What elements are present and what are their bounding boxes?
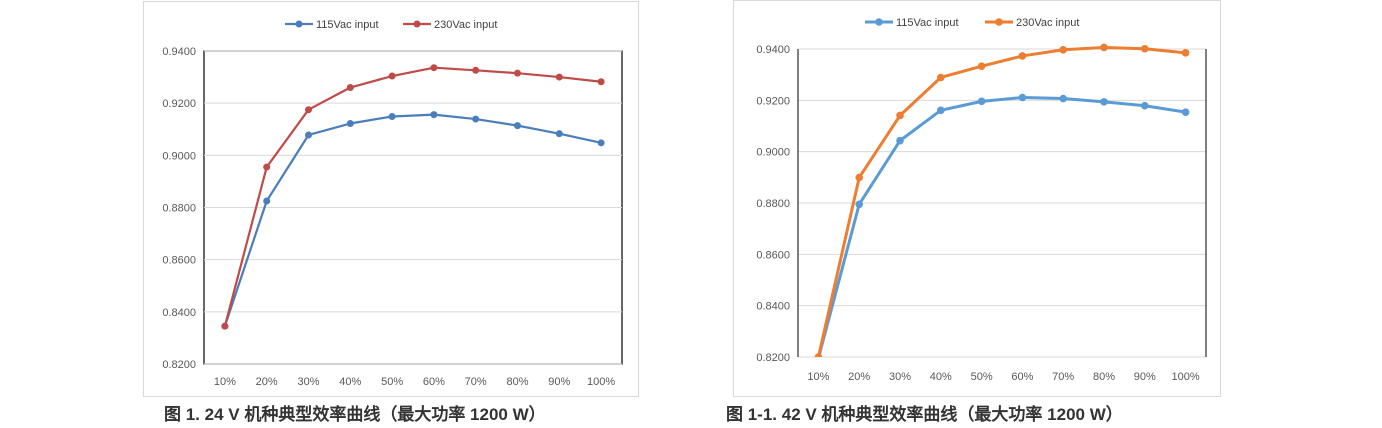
x-tick-label: 100% xyxy=(1172,371,1200,383)
series-line xyxy=(223,66,602,327)
series-1 xyxy=(814,43,1190,357)
data-point xyxy=(263,197,271,205)
data-point xyxy=(1181,108,1190,116)
series-0 xyxy=(814,93,1190,357)
x-tick-label: 90% xyxy=(1134,371,1156,383)
data-point xyxy=(472,66,480,74)
y-tick-label: 0.9000 xyxy=(162,150,196,162)
data-point xyxy=(814,353,823,357)
legend-label: 230Vac input xyxy=(434,19,497,31)
x-tick-label: 80% xyxy=(1093,371,1115,383)
data-point xyxy=(597,139,605,147)
x-tick-label: 60% xyxy=(423,376,445,388)
caption-42v: 图 1-1. 42 V 机种典型效率曲线（最大功率 1200 W） xyxy=(726,405,1123,424)
y-tick-label: 0.8800 xyxy=(756,198,790,210)
x-tick-label: 20% xyxy=(848,371,870,383)
series-line xyxy=(223,113,602,327)
chart-42v-frame: 0.8200 0.8400 0.8600 0.8800 0.9000 0.9200 0.94… xyxy=(733,0,1221,397)
data-point xyxy=(555,73,563,81)
y-tick-label: 0.9000 xyxy=(756,147,790,159)
y-tick-label: 0.8400 xyxy=(162,307,196,319)
series-line xyxy=(816,45,1186,357)
x-tick-label: 50% xyxy=(971,371,993,383)
data-point xyxy=(855,200,863,209)
series-line xyxy=(817,96,1186,357)
data-point xyxy=(430,111,438,119)
data-point xyxy=(388,72,396,80)
data-point xyxy=(514,69,521,77)
data-point xyxy=(977,97,986,106)
x-tick-label: 10% xyxy=(807,371,829,383)
data-point xyxy=(263,163,271,171)
y-tick-label: 0.9200 xyxy=(756,95,790,107)
data-point xyxy=(1059,45,1067,54)
data-point xyxy=(597,78,605,86)
y-tick-label: 0.8600 xyxy=(756,249,790,261)
x-tick-label: 70% xyxy=(1052,371,1074,383)
data-point xyxy=(937,106,945,115)
x-tick-label: 40% xyxy=(339,376,361,388)
data-point xyxy=(1059,94,1067,103)
y-tick-label: 0.8400 xyxy=(756,301,790,313)
data-point xyxy=(1141,44,1149,53)
data-point xyxy=(1100,98,1108,106)
legend-label: 115Vac input xyxy=(316,19,379,31)
legend-marker xyxy=(413,20,421,28)
x-tick-label: 80% xyxy=(506,376,528,388)
x-tick-label: 30% xyxy=(297,376,319,388)
data-point xyxy=(221,322,229,330)
y-tick-label: 0.8200 xyxy=(756,352,790,364)
data-point xyxy=(855,173,863,182)
data-point xyxy=(977,62,986,70)
data-point xyxy=(555,130,563,138)
x-tick-label: 100% xyxy=(587,376,615,388)
x-tick-label: 40% xyxy=(930,371,952,383)
x-tick-label: 10% xyxy=(214,376,236,388)
data-point xyxy=(305,131,312,139)
data-point xyxy=(472,115,480,123)
data-point xyxy=(305,106,312,114)
data-point xyxy=(1018,93,1027,102)
data-point xyxy=(346,84,354,92)
x-tick-label: 90% xyxy=(548,376,570,388)
y-tick-label: 0.9200 xyxy=(162,98,196,110)
y-tick-label: 0.8200 xyxy=(162,359,196,371)
chart-24v-frame: 0.8200 0.8400 0.8600 0.8800 0.9000 0.9200 0.94… xyxy=(143,1,639,397)
data-point xyxy=(896,111,904,120)
data-point xyxy=(346,120,354,128)
data-point xyxy=(1141,101,1149,110)
x-tick-label: 30% xyxy=(889,371,911,383)
data-point xyxy=(514,122,521,130)
chart-42v: 0.8200 0.8400 0.8600 0.8800 0.9000 0.9200 0.94… xyxy=(756,17,1207,383)
series-0 xyxy=(221,111,605,330)
x-tick-label: 20% xyxy=(256,376,278,388)
legend-marker xyxy=(295,20,303,28)
y-tick-label: 0.9400 xyxy=(162,46,196,58)
chart-24v: 0.8200 0.8400 0.8600 0.8800 0.9000 0.9200 0.94… xyxy=(162,19,623,388)
legend-marker xyxy=(995,18,1003,26)
x-tick-label: 60% xyxy=(1011,371,1033,383)
x-tick-label: 70% xyxy=(465,376,487,388)
x-tick-label: 50% xyxy=(381,376,403,388)
y-tick-label: 0.8600 xyxy=(162,255,196,267)
data-point xyxy=(1100,43,1108,52)
legend-marker xyxy=(875,18,883,26)
data-point xyxy=(1018,52,1027,60)
data-point xyxy=(937,73,945,82)
data-point xyxy=(896,136,904,145)
legend-label: 115Vac input xyxy=(896,17,959,29)
y-tick-label: 0.8800 xyxy=(162,203,196,215)
caption-24v: 图 1. 24 V 机种典型效率曲线（最大功率 1200 W） xyxy=(164,405,546,424)
data-point xyxy=(430,64,438,72)
data-point xyxy=(388,112,396,120)
y-tick-label: 0.9400 xyxy=(756,44,790,56)
legend-label: 230Vac input xyxy=(1016,17,1079,29)
data-point xyxy=(1181,49,1190,57)
series-1 xyxy=(221,64,605,330)
